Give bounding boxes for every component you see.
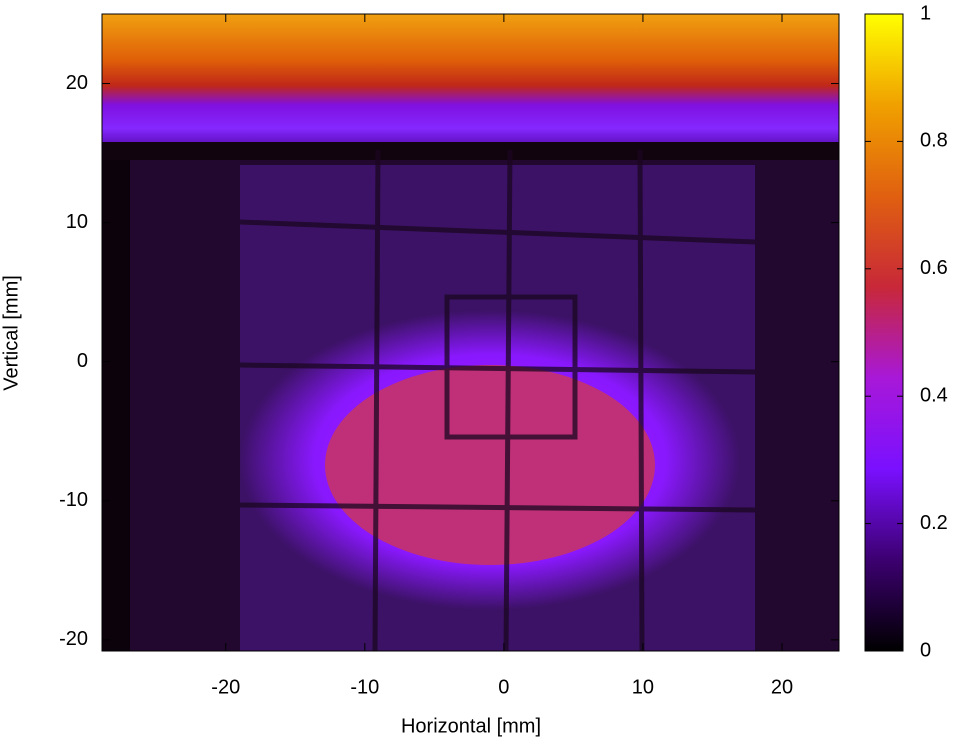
colorbar-tick-label: 0 xyxy=(920,639,931,661)
top-band xyxy=(102,14,839,144)
x-tick-label: -20 xyxy=(211,676,240,698)
y-tick-label: 20 xyxy=(66,72,88,94)
y-tick-label: -20 xyxy=(59,628,88,650)
dark-column xyxy=(102,160,130,651)
dark-stripe xyxy=(102,142,839,160)
colorbar-tick-label: 0.2 xyxy=(920,512,948,534)
colorbar-tick-label: 0.8 xyxy=(920,130,948,152)
colorbar xyxy=(864,13,904,652)
colorbar-tick-label: 0.4 xyxy=(920,384,948,406)
grid-wires xyxy=(239,149,756,651)
y-tick-label: -10 xyxy=(59,489,88,511)
colorbar-tick-label: 0.6 xyxy=(920,257,948,279)
x-tick-label: 10 xyxy=(632,676,654,698)
x-tick-label: -10 xyxy=(350,676,379,698)
y-tick-label: 10 xyxy=(66,211,88,233)
heatmap-image xyxy=(102,14,839,651)
x-tick-label: 0 xyxy=(498,676,509,698)
y-axis-title: Vertical [mm] xyxy=(0,275,22,391)
x-axis-title: Horizontal [mm] xyxy=(401,715,541,737)
plot-frame xyxy=(101,13,840,652)
y-tick-label: 0 xyxy=(77,350,88,372)
colorbar-tick-label: 1 xyxy=(920,2,931,24)
x-tick-label: 20 xyxy=(771,676,793,698)
